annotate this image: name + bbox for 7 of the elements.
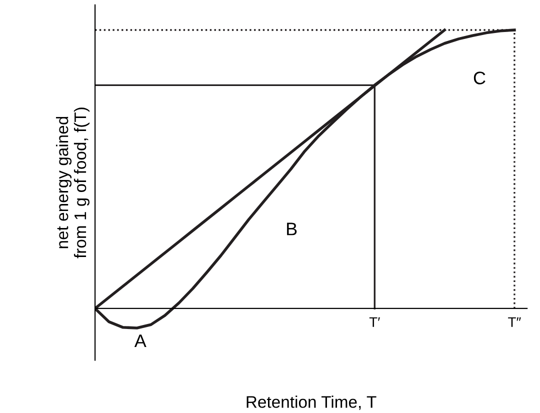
annotation: B (287, 222, 297, 236)
x-tick-label: T″ (508, 317, 521, 327)
x-axis-title: Retention Time, T (246, 396, 376, 410)
text: A (134, 334, 146, 348)
y-axis-title: net energy gained from 1 g of food, f(T) (56, 108, 90, 258)
annotation: C (474, 72, 486, 84)
x-tick-label: T′ (369, 317, 380, 327)
